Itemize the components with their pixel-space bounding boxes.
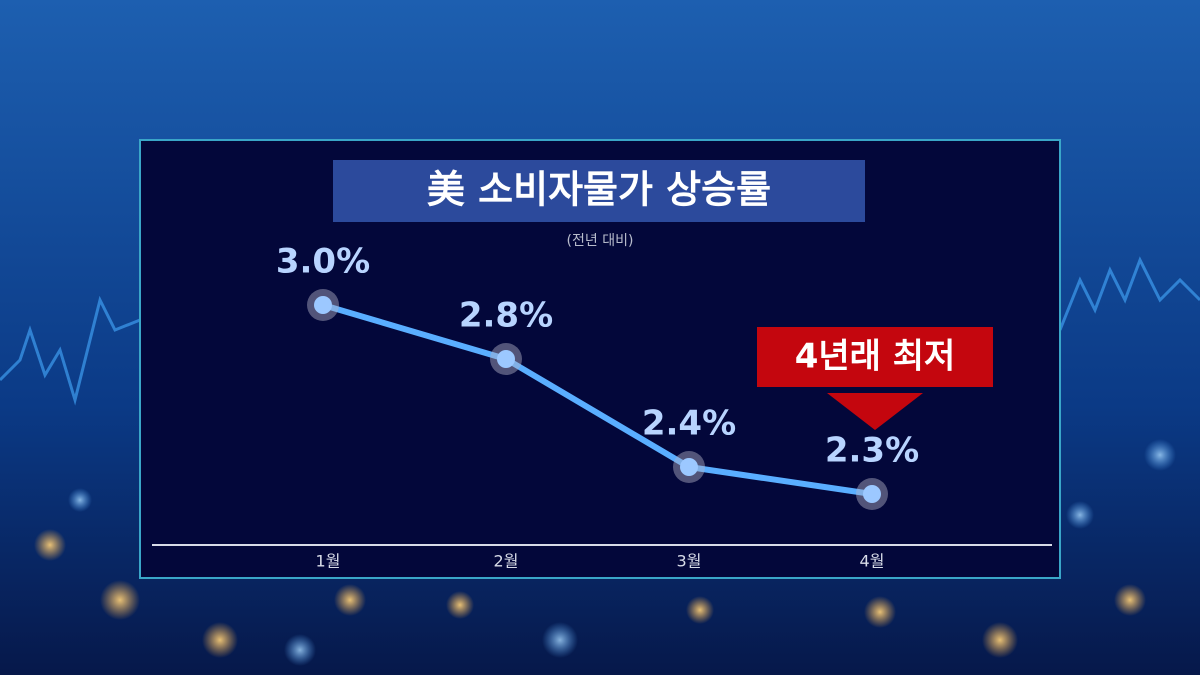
annotation: 4년래 최저 bbox=[795, 337, 956, 377]
data-label: 2.8% bbox=[459, 296, 553, 336]
annotation-box bbox=[757, 327, 993, 387]
decor-line bbox=[0, 295, 141, 406]
point bbox=[680, 458, 698, 476]
data-line bbox=[322, 302, 873, 497]
title-box bbox=[333, 160, 865, 222]
data-label: 2.4% bbox=[642, 404, 736, 444]
x-tick-label: 2월 bbox=[494, 552, 519, 571]
point bbox=[314, 296, 332, 314]
data-label: 2.3% bbox=[825, 431, 919, 471]
data-label: 3.0% bbox=[276, 242, 370, 282]
point bbox=[497, 350, 515, 368]
x-tick-label: 4월 bbox=[860, 552, 885, 571]
chart-subtitle: (전년 대비) bbox=[567, 233, 634, 249]
chart-title: 美 소비자물가 상승률 bbox=[427, 168, 771, 212]
x-tick-label: 1월 bbox=[316, 552, 341, 571]
x-tick-label: 3월 bbox=[677, 552, 702, 571]
annotation-arrow bbox=[827, 393, 923, 430]
point bbox=[863, 485, 881, 503]
decor-line bbox=[1058, 256, 1200, 331]
decor-bokeh bbox=[34, 439, 1176, 666]
